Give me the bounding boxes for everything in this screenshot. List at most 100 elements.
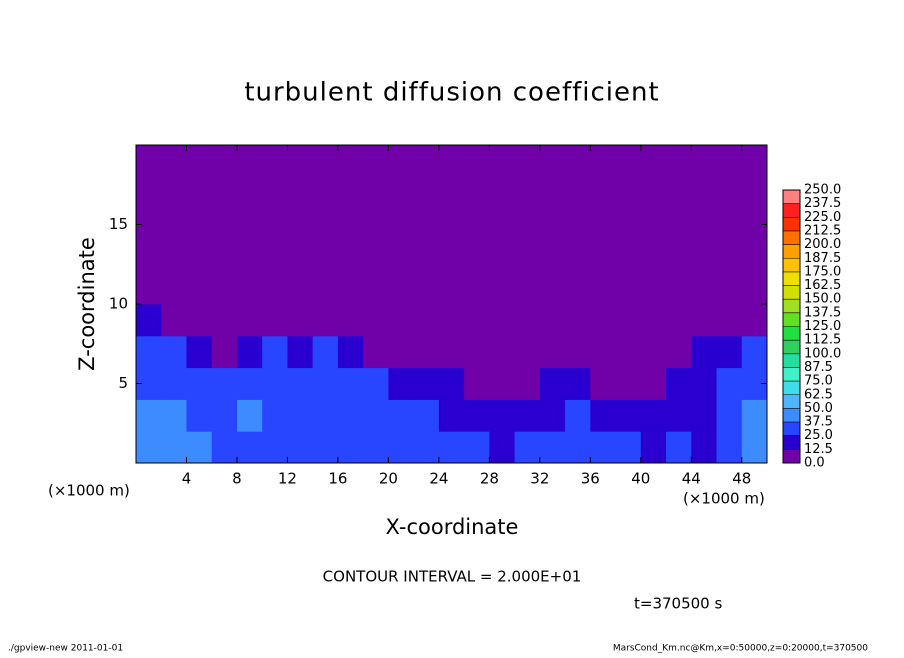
cell [640,431,667,464]
colorbar-swatch [783,381,800,395]
cell [615,367,642,400]
chart-title: turbulent diffusion coefficient [244,78,659,108]
cell [716,145,743,178]
cell [464,431,490,464]
cell [716,399,743,432]
cell [186,431,213,464]
cell [287,304,314,337]
cell [337,335,364,369]
cell [615,399,642,432]
cell [287,431,314,464]
cell [691,431,718,464]
cell [691,367,718,400]
cell [514,240,541,273]
colorbar-label: 112.5 [804,333,841,348]
cell [287,145,314,178]
cell [236,176,263,210]
cell [413,240,440,273]
cell [640,240,667,273]
cell [666,431,692,464]
cell [262,431,288,464]
colorbar-label: 0.0 [804,456,825,471]
cell [287,367,314,400]
cell [262,272,288,305]
cell [186,399,213,432]
cell [640,399,667,432]
cell [666,272,692,305]
cell [716,335,743,369]
cell [741,399,768,432]
cell [262,335,288,369]
cell [262,367,288,400]
cell [363,240,389,273]
colorbar-swatch [783,422,800,436]
colorbar-label: 250.0 [804,183,841,198]
cell [413,208,440,241]
cell [741,240,768,273]
cell [312,176,339,210]
colorbar-label: 12.5 [804,442,833,457]
x-tick-label: 36 [581,470,600,488]
cell [161,304,187,337]
cell [337,304,364,337]
cell [363,304,389,337]
cell [312,208,339,241]
cell [287,176,314,210]
cell [716,431,743,464]
cell [514,335,541,369]
colorbar-label: 25.0 [804,428,833,443]
cell [236,335,263,369]
colorbar-swatch [783,435,800,450]
colorbar-label: 187.5 [804,251,841,266]
cell [539,367,566,400]
cell [136,240,162,273]
cell [615,431,642,464]
cell [514,367,541,400]
cell [539,240,566,273]
cell [514,208,541,241]
colorbar-swatch [783,271,800,286]
colorbar-label: 87.5 [804,360,833,375]
x-unit: (×1000 m) [683,490,765,508]
cell [741,145,768,178]
cell [615,145,642,178]
cell [640,208,667,241]
cell [161,272,187,305]
cell [186,176,213,210]
cell [413,431,440,464]
cell [236,272,263,305]
cell [388,431,415,464]
cell [388,208,415,241]
x-tick-label: 24 [429,470,448,488]
cell [438,399,465,432]
x-tick-label: 16 [328,470,347,488]
cell [312,335,339,369]
cell [438,145,465,178]
cell [388,272,415,305]
cell [388,176,415,210]
cell [363,367,389,400]
cell [539,272,566,305]
x-tick-label: 20 [379,470,398,488]
footer-right: MarsCond_Km.nc@Km,x=0:50000,z=0:20000,t=… [613,644,868,654]
colorbar-swatch [783,203,800,218]
cell [565,431,591,464]
cell [438,176,465,210]
colorbar-swatch [783,217,800,231]
cell [691,272,718,305]
cell [615,335,642,369]
cell [262,176,288,210]
cell [464,240,490,273]
cell [565,272,591,305]
cell [514,145,541,178]
cell [640,145,667,178]
cell [161,399,187,432]
cell [161,176,187,210]
cell [590,272,617,305]
cell [539,176,566,210]
cell [666,176,692,210]
y-unit: (×1000 m) [48,482,130,500]
cell [438,367,465,400]
cell [211,399,238,432]
cell [186,208,213,241]
